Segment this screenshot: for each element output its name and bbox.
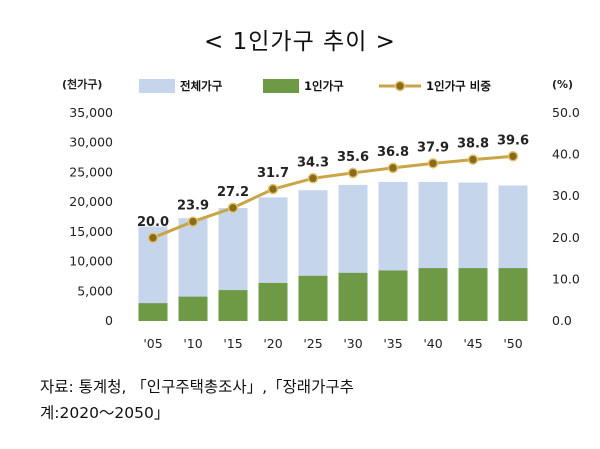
right-tick-label: 50.0 [552,105,580,120]
legend-label-single: 1인가구 [304,79,344,93]
single-bar [258,282,288,321]
x-tick-label: '30 [343,336,362,351]
single-bar [218,290,248,321]
share-point [267,183,279,195]
x-tick-label: '05 [143,336,162,351]
x-tick-label: '25 [303,336,322,351]
right-tick-label: 0.0 [552,313,572,328]
left-axis-unit: (천가구) [62,77,102,91]
left-tick-label: 25,000 [69,164,113,179]
single-bar [458,268,488,321]
single-bar [378,270,408,321]
legend-swatch-single [263,79,299,93]
share-label: 27.2 [217,185,249,200]
share-data-labels: 20.0 23.9 27.2 31.7 34.3 35.6 36.8 37.9 38.8 39.6 [137,133,529,230]
share-point [427,158,439,169]
right-axis-unit: (%) [552,78,573,91]
x-tick-label: '15 [223,336,242,351]
share-point [147,232,159,244]
share-label: 34.3 [297,155,329,170]
x-tick-label: '35 [383,336,402,351]
right-tick-label: 40.0 [552,147,580,162]
x-tick-label: '20 [263,336,282,351]
left-tick-label: 35,000 [69,105,113,120]
left-tick-label: 10,000 [69,254,113,269]
x-tick-label: '45 [463,336,482,351]
share-label: 36.8 [377,145,409,160]
share-label: 35.6 [337,150,369,165]
share-label: 38.8 [457,137,489,152]
share-line [152,154,514,240]
share-point [227,202,239,214]
left-tick-label: 5,000 [77,283,113,298]
share-label: 37.9 [417,140,449,155]
left-tick-label: 20,000 [69,194,113,209]
chart: 전체가구 1인가구 1인가구 비중 (천가구) (%) 0 5,000 10,000 15… [62,77,580,351]
left-axis: 0 5,000 10,000 15,000 20,000 25,000 30,000 35,0… [69,105,113,328]
single-share-line [147,151,519,244]
single-bar [138,303,168,321]
x-tick-label: '40 [423,336,442,351]
left-tick-label: 15,000 [69,224,113,239]
legend-label-share: 1인가구 비중 [426,79,491,93]
right-tick-label: 10.0 [552,271,580,286]
share-point [387,162,399,174]
share-point [307,173,319,184]
share-point [347,167,359,179]
single-bar [178,296,208,321]
legend-label-total: 전체가구 [180,79,223,93]
share-label: 23.9 [177,199,209,214]
single-bar [298,275,328,321]
right-tick-label: 30.0 [552,188,580,203]
single-households-bars [138,268,528,321]
left-tick-label: 0 [105,313,113,328]
legend: 전체가구 1인가구 1인가구 비중 [139,79,491,93]
share-point [187,216,199,227]
source-line-2: 계:2020～2050」 [40,404,170,422]
source-line-1: 자료: 통계청, 「인구주택총조사」,「장래가구추 [40,378,354,396]
x-axis: '05 '10 '15 '20 '25 '30 '35 '40 '45 '50 [143,336,522,351]
share-label: 20.0 [137,215,169,230]
chart-title: < 1인가구 추이 > [204,29,396,55]
x-tick-label: '50 [503,336,522,351]
single-bar [418,268,448,321]
legend-swatch-total [139,79,175,93]
single-bar [498,268,528,321]
single-bar [338,272,368,321]
source-note: 자료: 통계청, 「인구주택총조사」,「장래가구추 계:2020～2050」 [40,374,580,426]
x-tick-label: '10 [183,336,202,351]
share-label: 39.6 [497,133,529,148]
legend-swatch-share-point [394,80,406,92]
share-label: 31.7 [257,166,289,181]
right-tick-label: 20.0 [552,230,580,245]
right-axis: 0.0 10.0 20.0 30.0 40.0 50.0 [552,105,580,328]
share-point [467,154,479,165]
share-point [507,151,519,162]
left-tick-label: 30,000 [69,135,113,150]
